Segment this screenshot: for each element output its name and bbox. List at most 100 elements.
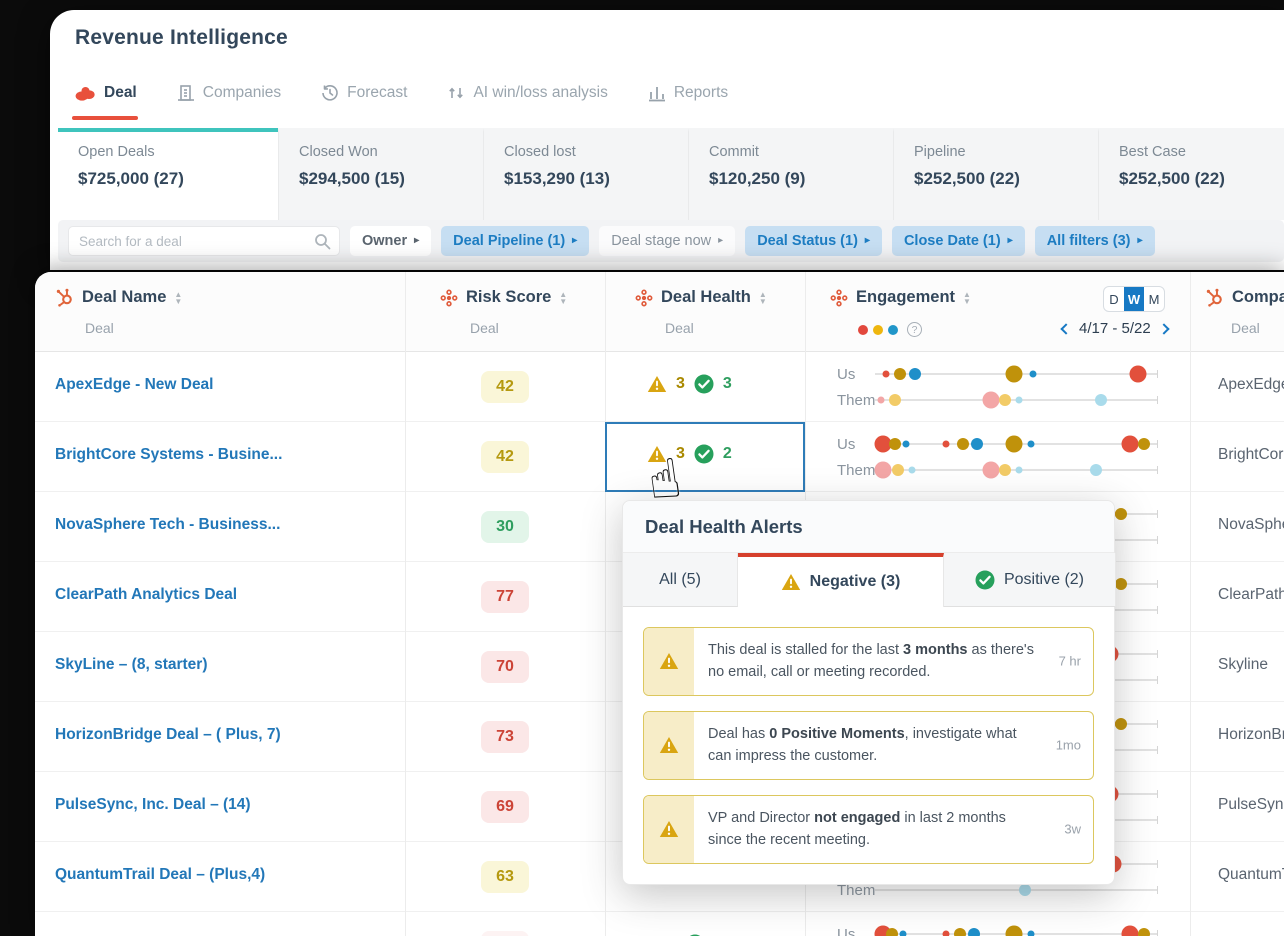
- engagement-dot-icon[interactable]: [874, 925, 892, 936]
- engagement-dot-icon[interactable]: [1115, 508, 1128, 520]
- tab-reports[interactable]: Reports: [648, 84, 728, 102]
- search-input[interactable]: [69, 227, 339, 255]
- sort-arrows-icon[interactable]: ▲ ▼: [758, 289, 767, 306]
- engagement-dot-icon[interactable]: [999, 394, 1012, 406]
- engagement-dot-icon[interactable]: [1089, 464, 1102, 476]
- engagement-dot-icon[interactable]: [877, 396, 885, 404]
- engagement-timeline[interactable]: [874, 925, 1158, 936]
- engagement-dot-icon[interactable]: [1015, 466, 1023, 474]
- period-w[interactable]: W: [1124, 287, 1144, 311]
- engagement-dot-icon[interactable]: [894, 368, 907, 380]
- deal-name-link[interactable]: ApexEdge - New Deal: [55, 376, 214, 393]
- tab-deal[interactable]: Deal: [75, 84, 137, 102]
- column-header-risk[interactable]: Risk Score ▲ ▼: [440, 288, 567, 307]
- engagement-dot-icon[interactable]: [891, 464, 904, 476]
- engagement-timeline[interactable]: [874, 461, 1158, 479]
- engagement-dot-icon[interactable]: [968, 928, 981, 936]
- alert-card[interactable]: This deal is stalled for the last 3 mont…: [643, 627, 1094, 696]
- engagement-dot-icon[interactable]: [885, 928, 898, 936]
- summary-card-best-case[interactable]: Best Case $252,500 (22): [1098, 128, 1284, 220]
- summary-card-open-deals[interactable]: Open Deals $725,000 (27): [58, 128, 278, 220]
- tab-ai-win-loss-analysis[interactable]: AI win/loss analysis: [447, 84, 608, 102]
- engagement-dot-icon[interactable]: [888, 438, 901, 450]
- engagement-timeline[interactable]: [874, 435, 1158, 453]
- engagement-dot-icon[interactable]: [1095, 394, 1108, 406]
- engagement-dot-icon[interactable]: [1115, 578, 1128, 590]
- engagement-dot-icon[interactable]: [999, 464, 1012, 476]
- summary-card-closed-won[interactable]: Closed Won $294,500 (15): [278, 128, 483, 220]
- engagement-dot-icon[interactable]: [982, 461, 1000, 479]
- engagement-dot-icon[interactable]: [1005, 925, 1023, 936]
- summary-card-commit[interactable]: Commit $120,250 (9): [688, 128, 893, 220]
- sort-arrows-icon[interactable]: ▲ ▼: [963, 289, 971, 306]
- deal-name-link[interactable]: QuantumTrail Deal – (Plus,4): [55, 866, 266, 883]
- engagement-dot-icon[interactable]: [982, 391, 1000, 409]
- deal-name-link[interactable]: BrightCore Systems - Busine...: [55, 446, 283, 463]
- filter-close-date-1-[interactable]: Close Date (1) ▸: [891, 226, 1025, 256]
- engagement-dot-icon[interactable]: [908, 368, 921, 380]
- deal-name-link[interactable]: ClearPath Analytics Deal: [55, 586, 238, 603]
- column-header-engagement[interactable]: Engagement ▲ ▼: [830, 288, 971, 307]
- alert-card[interactable]: Deal has 0 Positive Moments, investigate…: [643, 710, 1094, 780]
- sort-arrows-icon[interactable]: ▲ ▼: [559, 289, 568, 306]
- period-d[interactable]: D: [1109, 291, 1119, 307]
- filter-owner[interactable]: Owner ▸: [350, 226, 432, 256]
- engagement-dot-icon[interactable]: [956, 438, 969, 450]
- engagement-dot-icon[interactable]: [953, 928, 966, 936]
- sort-arrows-icon[interactable]: ▲ ▼: [174, 289, 183, 306]
- engagement-dot-icon[interactable]: [899, 930, 907, 936]
- engagement-timeline[interactable]: [875, 365, 1158, 383]
- engagement-dot-icon[interactable]: [1015, 396, 1023, 404]
- engagement-dot-icon[interactable]: [874, 435, 892, 453]
- period-m[interactable]: M: [1148, 291, 1160, 307]
- alert-card[interactable]: VP and Director not engaged in last 2 mo…: [643, 794, 1094, 864]
- engagement-dot-icon[interactable]: [1027, 440, 1035, 448]
- engagement-dot-icon[interactable]: [882, 370, 890, 378]
- filter-deal-stage-now[interactable]: Deal stage now ▸: [599, 226, 736, 256]
- deal-name-link[interactable]: NovaSphere Tech - Business...: [55, 516, 281, 533]
- engagement-dot-icon[interactable]: [1121, 435, 1139, 453]
- chevron-left-icon[interactable]: [1060, 322, 1072, 335]
- engagement-dot-icon[interactable]: [1115, 718, 1128, 730]
- column-header-company[interactable]: Company: [1205, 288, 1284, 307]
- column-header-health[interactable]: Deal Health ▲ ▼: [635, 288, 767, 307]
- deal-name-link[interactable]: SkyLine – (8, starter): [55, 656, 208, 673]
- chevron-right-icon[interactable]: [1158, 322, 1170, 335]
- filter-deal-status-1-[interactable]: Deal Status (1) ▸: [745, 226, 882, 256]
- engagement-dot-icon[interactable]: [1005, 365, 1023, 383]
- engagement-dot-icon[interactable]: [1121, 925, 1139, 936]
- engagement-dot-icon[interactable]: [1129, 365, 1147, 383]
- help-icon[interactable]: ?: [907, 322, 922, 337]
- deal-name-link[interactable]: HorizonBridge Deal – ( Plus, 7): [55, 726, 281, 743]
- engagement-dot-icon[interactable]: [942, 930, 950, 936]
- engagement-dot-icon[interactable]: [888, 394, 901, 406]
- engagement-dot-icon[interactable]: [908, 466, 916, 474]
- column-header-deal_name[interactable]: Deal Name ▲ ▼: [55, 288, 182, 307]
- popup-tab-negative-3-[interactable]: Negative (3): [738, 553, 944, 607]
- engagement-dot-icon[interactable]: [970, 438, 983, 450]
- engagement-timeline[interactable]: [875, 884, 1158, 896]
- summary-card-closed-lost[interactable]: Closed lost $153,290 (13): [483, 128, 688, 220]
- engagement-timeline[interactable]: [875, 391, 1158, 409]
- engagement-dot-icon[interactable]: [942, 440, 950, 448]
- deal-search[interactable]: [68, 226, 340, 256]
- engagement-dot-icon[interactable]: [1018, 884, 1031, 896]
- tab-forecast[interactable]: Forecast: [321, 84, 407, 102]
- filter-deal-pipeline-1-[interactable]: Deal Pipeline (1) ▸: [441, 226, 590, 256]
- engagement-dot-icon[interactable]: [1027, 930, 1035, 936]
- popup-tab-all-5-[interactable]: All (5): [623, 553, 738, 607]
- engagement-dot-icon[interactable]: [1137, 438, 1150, 450]
- deal-name-link[interactable]: PulseSync, Inc. Deal – (14): [55, 796, 251, 813]
- filter-all-filters-3-[interactable]: All filters (3) ▸: [1034, 226, 1155, 256]
- tab-companies[interactable]: Companies: [177, 84, 281, 102]
- engagement-dot-icon[interactable]: [1029, 370, 1037, 378]
- engagement-dot-icon[interactable]: [1005, 435, 1023, 453]
- popup-tab-positive-2-[interactable]: Positive (2): [944, 553, 1116, 607]
- engagement-dot-icon[interactable]: [874, 461, 892, 479]
- engagement-dot-icon[interactable]: [902, 440, 910, 448]
- engagement-dot-icon[interactable]: [1137, 928, 1150, 936]
- summary-card-pipeline[interactable]: Pipeline $252,500 (22): [893, 128, 1098, 220]
